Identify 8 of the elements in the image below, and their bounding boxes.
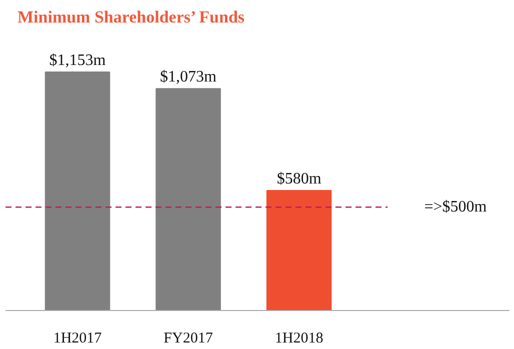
data-label: $1,073m <box>160 68 218 86</box>
x-tick-label: 1H2017 <box>53 330 102 346</box>
data-label: $580m <box>276 170 322 188</box>
x-tick-label: 1H2018 <box>274 330 324 346</box>
data-label: $1,153m <box>49 52 106 70</box>
x-tick-label: FY2017 <box>164 330 214 346</box>
ref-line-label: =>$500m <box>424 198 488 216</box>
chart-title: Minimum Shareholders’ Funds <box>18 8 245 26</box>
